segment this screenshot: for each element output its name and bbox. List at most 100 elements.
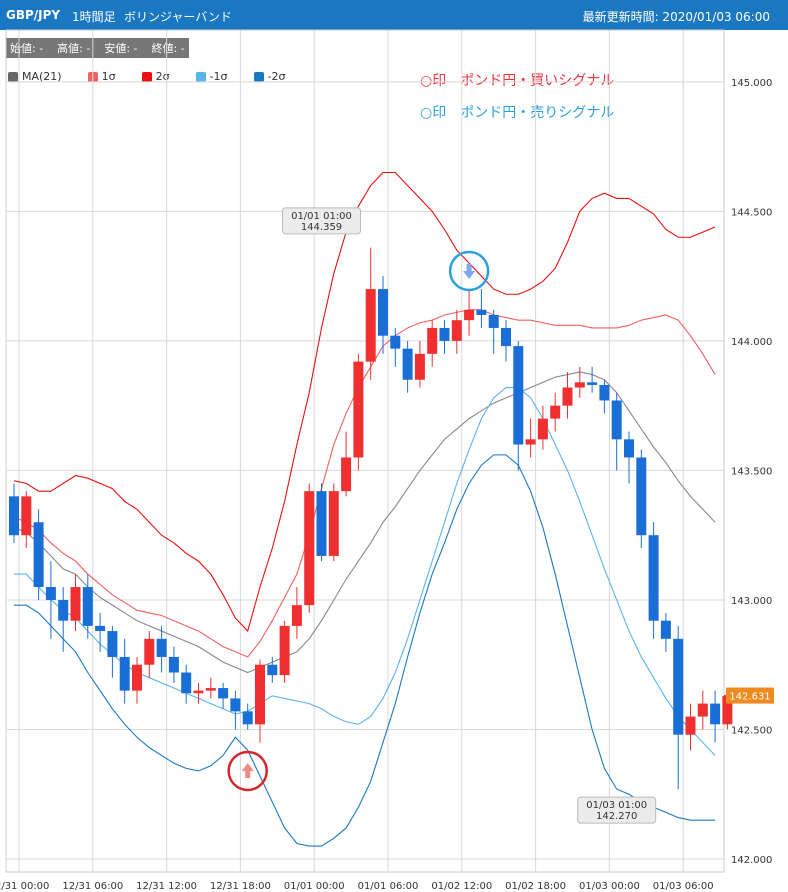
candle-bear[interactable] — [599, 384, 610, 401]
candle-bear[interactable] — [82, 587, 93, 626]
candle-bear[interactable] — [119, 656, 130, 691]
header-bar: GBP/JPY 1時間足 ボリンジャーバンド 最新更新時間: 2020/01/0… — [0, 0, 788, 30]
plot-frame — [5, 29, 725, 873]
candle-bear[interactable] — [9, 496, 19, 536]
candle-bear[interactable] — [660, 620, 671, 639]
candle-bull[interactable] — [685, 716, 696, 735]
sell-signal-note: ○印 ポンド円・売りシグナル — [420, 105, 615, 121]
annotation-price: 142.270 — [596, 811, 637, 822]
timeframe-label[interactable]: 1時間足 — [72, 10, 116, 24]
annotation-time: 01/03 01:00 — [586, 800, 647, 811]
candle-bear[interactable] — [636, 457, 647, 536]
y-tick-label: 143.500 — [731, 466, 772, 477]
candle-bear[interactable] — [316, 491, 327, 556]
current-price-tag — [726, 687, 774, 704]
band-minus-2sigma — [14, 454, 716, 847]
candle-bear[interactable] — [242, 711, 253, 725]
candle-bear[interactable] — [439, 327, 450, 341]
candle-bull[interactable] — [414, 353, 425, 380]
candle-bear[interactable] — [673, 638, 684, 735]
candle-bull[interactable] — [464, 309, 475, 321]
candle-bear[interactable] — [58, 599, 69, 621]
x-tick-label: 01/03 06:00 — [653, 881, 714, 892]
candle-bear[interactable] — [390, 335, 401, 349]
ohlc-high: 高値: - — [57, 42, 91, 55]
candle-bull[interactable] — [291, 605, 302, 626]
candle-bear[interactable] — [501, 327, 511, 347]
sell-marker-circle[interactable] — [448, 250, 490, 292]
candle-bear[interactable] — [267, 664, 278, 676]
candle-bull[interactable] — [537, 418, 548, 440]
annotation-box — [282, 207, 361, 235]
legend-item-m1[interactable]: -1σ — [195, 70, 228, 83]
candle-bull[interactable] — [365, 289, 376, 362]
x-tick-label: 01/02 18:00 — [505, 881, 566, 892]
candle-bull[interactable] — [550, 405, 561, 419]
candle-bull[interactable] — [451, 320, 462, 341]
moving-average-21 — [13, 371, 716, 674]
candle-bull[interactable] — [341, 457, 352, 492]
candle-bull[interactable] — [525, 439, 536, 445]
legend-swatch-m2 — [253, 71, 264, 82]
candle-bull[interactable] — [21, 496, 32, 536]
candle-bull[interactable] — [697, 703, 708, 717]
candle-bull[interactable] — [562, 387, 573, 406]
annotation-box — [577, 796, 657, 824]
candle-bear[interactable] — [648, 535, 659, 621]
candle-bear[interactable] — [402, 348, 413, 380]
candle-bull[interactable] — [328, 491, 339, 556]
arrow-down-icon — [463, 263, 476, 279]
candle-bull[interactable] — [255, 664, 265, 725]
candle-bear[interactable] — [156, 638, 167, 657]
candle-bull[interactable] — [574, 382, 585, 388]
y-tick-label: 144.000 — [731, 337, 772, 348]
candle-bear[interactable] — [95, 625, 106, 632]
candle-bear[interactable] — [710, 703, 721, 725]
candle-bear[interactable] — [218, 688, 229, 699]
buy-signal-note: ○印 ポンド円・買いシグナル — [420, 73, 615, 89]
x-tick-label: 12/31 18:00 — [210, 881, 271, 892]
legend-swatch-p2 — [141, 71, 152, 82]
legend-item-p2[interactable]: 2σ — [141, 70, 170, 83]
annotation-price: 144.359 — [301, 222, 342, 233]
legend-swatch-m1 — [195, 71, 206, 82]
y-tick-label: 145.000 — [731, 78, 772, 89]
candle-bear[interactable] — [476, 309, 487, 315]
buy-marker-circle[interactable] — [227, 750, 268, 792]
candle-bull[interactable] — [193, 690, 204, 694]
candle-bear[interactable] — [45, 587, 56, 600]
symbol-label: GBP/JPY — [6, 8, 61, 22]
candle-bull[interactable] — [70, 587, 81, 621]
x-tick-label: 01/02 12:00 — [431, 881, 492, 892]
candle-bull[interactable] — [205, 688, 216, 691]
candle-bear[interactable] — [33, 522, 44, 588]
candle-bull[interactable] — [132, 664, 142, 691]
y-tick-label: 142.000 — [731, 855, 772, 866]
band-minus-1sigma — [14, 386, 716, 756]
candle-bear[interactable] — [107, 631, 118, 657]
candle-bear[interactable] — [230, 698, 241, 712]
candle-bull[interactable] — [279, 625, 290, 676]
y-tick-label: 143.000 — [731, 596, 772, 607]
candle-bear[interactable] — [488, 314, 499, 328]
candle-bear[interactable] — [378, 289, 388, 336]
candle-bull[interactable] — [722, 695, 733, 725]
indicator-label[interactable]: ボリンジャーバンド — [124, 10, 232, 24]
candle-bear[interactable] — [513, 346, 524, 445]
candle-bull[interactable] — [427, 327, 438, 354]
legend-item-ma[interactable]: MA(21) — [8, 70, 62, 83]
candle-bear[interactable] — [168, 656, 179, 673]
candle-bull[interactable] — [304, 491, 315, 606]
candle-bear[interactable] — [611, 400, 622, 440]
legend-item-m2[interactable]: -2σ — [253, 70, 285, 83]
candle-bear[interactable] — [587, 382, 598, 385]
y-tick-label: 144.500 — [731, 207, 772, 218]
y-tick-label: 142.500 — [731, 726, 772, 737]
candle-bull[interactable] — [353, 361, 364, 458]
candle-bear[interactable] — [624, 439, 634, 458]
legend-label-p2: 2σ — [155, 70, 170, 83]
legend-swatch-ma — [8, 71, 18, 82]
candle-bear[interactable] — [181, 672, 192, 694]
candle-bull[interactable] — [144, 638, 155, 665]
